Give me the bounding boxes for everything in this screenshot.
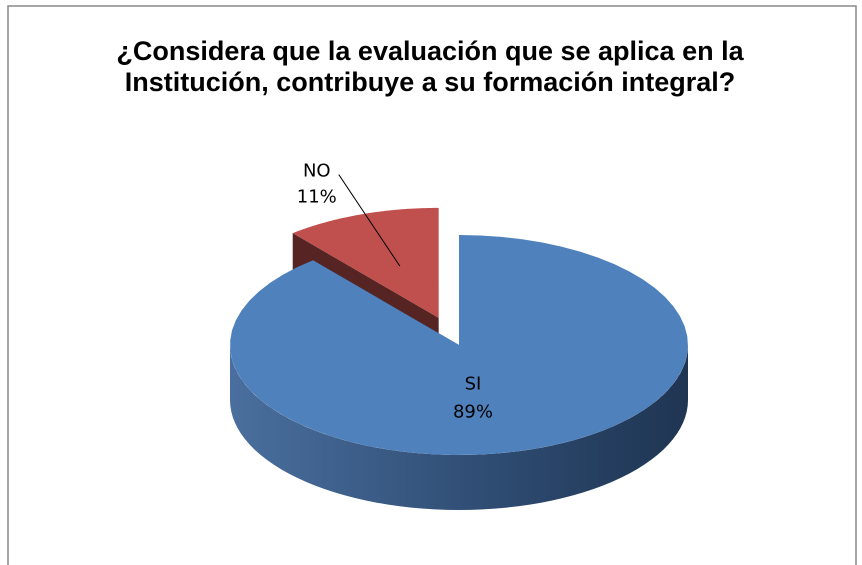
pie-slice [230, 235, 688, 455]
data-label-value: 11% [297, 187, 337, 208]
frame [7, 5, 857, 565]
data-label-value: 89% [453, 402, 493, 423]
pie-slice [292, 207, 439, 318]
chart-title: ¿Considera que la evaluación que se apli… [116, 36, 744, 97]
slice-side [230, 345, 688, 510]
data-label-category: NO [303, 161, 331, 182]
data-label-category: SI [465, 374, 482, 395]
leader-line [338, 174, 401, 267]
